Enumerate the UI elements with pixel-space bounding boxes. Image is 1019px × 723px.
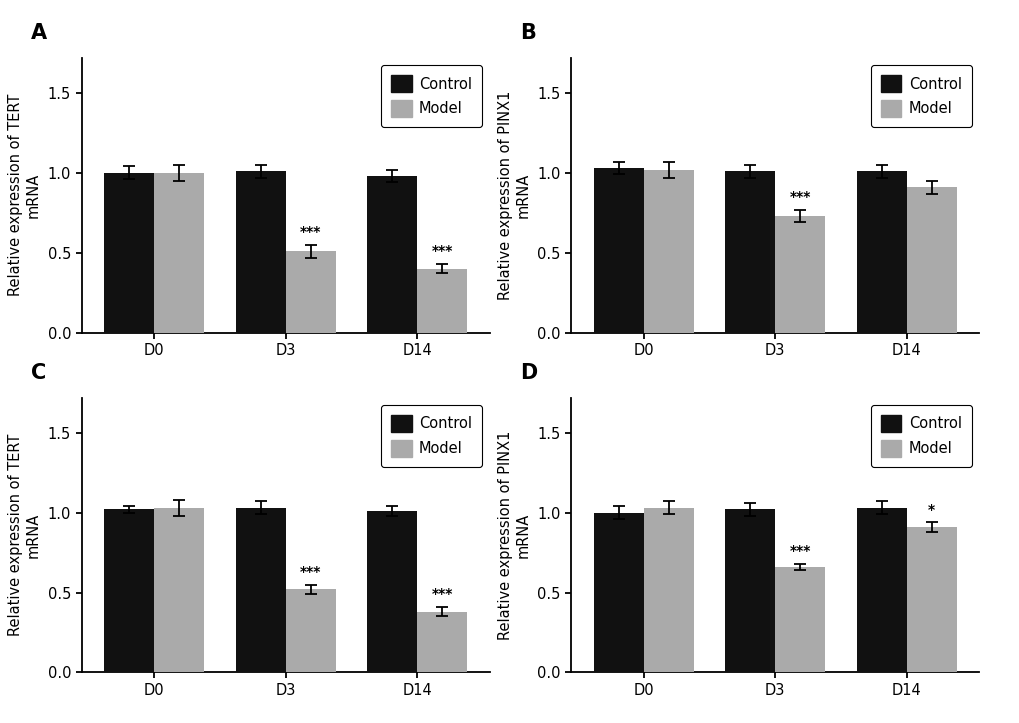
Bar xyxy=(593,168,643,333)
Y-axis label: Relative expression of PINX1
mRNA: Relative expression of PINX1 mRNA xyxy=(497,90,530,300)
Bar xyxy=(774,567,824,672)
Bar xyxy=(104,173,154,333)
Bar xyxy=(856,508,906,672)
Bar xyxy=(643,170,693,333)
Text: ***: *** xyxy=(789,190,810,204)
Y-axis label: Relative expression of TERT
mRNA: Relative expression of TERT mRNA xyxy=(8,434,41,636)
Bar xyxy=(643,508,693,672)
Text: ***: *** xyxy=(300,565,321,579)
Text: ***: *** xyxy=(789,544,810,558)
Legend: Control, Model: Control, Model xyxy=(870,405,971,467)
Bar xyxy=(417,612,467,672)
Bar xyxy=(235,171,285,333)
Bar xyxy=(154,173,204,333)
Bar xyxy=(285,589,335,672)
Bar xyxy=(774,216,824,333)
Bar xyxy=(593,513,643,672)
Bar xyxy=(906,187,956,333)
Y-axis label: Relative expression of TERT
mRNA: Relative expression of TERT mRNA xyxy=(8,94,41,296)
Bar xyxy=(235,508,285,672)
Bar xyxy=(906,527,956,672)
Bar xyxy=(725,510,774,672)
Text: ***: *** xyxy=(300,225,321,239)
Text: B: B xyxy=(520,23,536,43)
Bar xyxy=(154,508,204,672)
Legend: Control, Model: Control, Model xyxy=(381,65,482,127)
Text: D: D xyxy=(520,363,537,383)
Text: ***: *** xyxy=(431,587,452,602)
Legend: Control, Model: Control, Model xyxy=(381,405,482,467)
Bar xyxy=(367,511,417,672)
Bar xyxy=(417,269,467,333)
Text: *: * xyxy=(927,502,934,517)
Text: C: C xyxy=(31,363,46,383)
Bar xyxy=(367,176,417,333)
Y-axis label: Relative expression of PINX1
mRNA: Relative expression of PINX1 mRNA xyxy=(497,430,530,640)
Text: ***: *** xyxy=(431,244,452,258)
Bar xyxy=(725,171,774,333)
Bar xyxy=(285,251,335,333)
Text: A: A xyxy=(31,23,47,43)
Bar xyxy=(856,171,906,333)
Bar xyxy=(104,510,154,672)
Legend: Control, Model: Control, Model xyxy=(870,65,971,127)
